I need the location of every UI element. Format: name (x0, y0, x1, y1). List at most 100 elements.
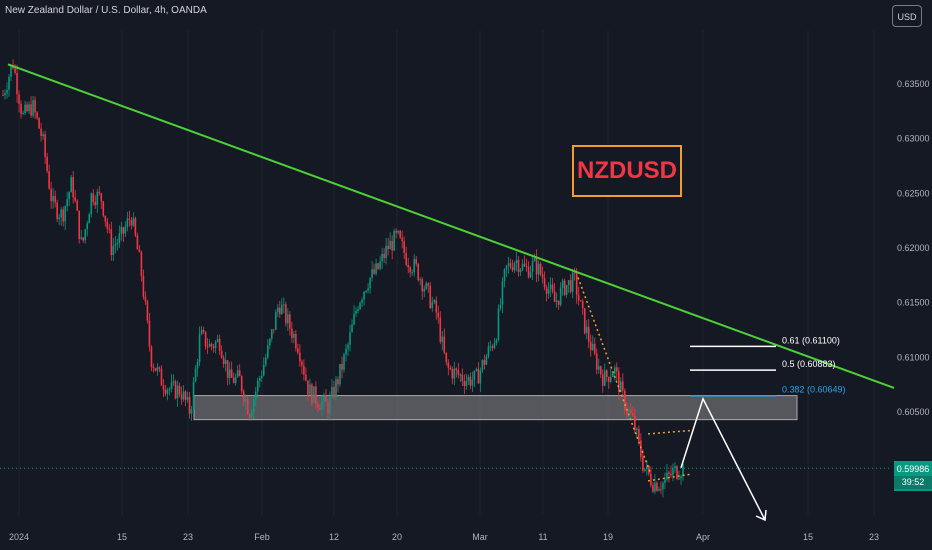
candle-body (242, 391, 245, 402)
candle-body (549, 284, 552, 290)
candle-body (202, 329, 205, 332)
candle-body (443, 336, 446, 353)
candle-body (463, 381, 466, 387)
time-tick-label: Feb (254, 532, 270, 542)
candle-body (605, 370, 608, 377)
candle-body (575, 273, 578, 295)
trendline (7, 63, 895, 389)
candle-body (652, 485, 654, 492)
candle-body (172, 381, 175, 383)
candle-body (545, 287, 548, 294)
candle-body (204, 331, 207, 347)
candle-body (315, 386, 317, 404)
candle-body (156, 367, 159, 371)
candle-body (449, 367, 452, 370)
candle-body (4, 93, 6, 96)
candle-body (158, 367, 161, 369)
candle-body (597, 366, 600, 370)
candle-body (48, 170, 50, 189)
candle-body (672, 468, 674, 476)
candle-body (212, 346, 215, 349)
currency-button[interactable]: USD (892, 5, 922, 27)
candle-body (626, 410, 628, 413)
candle-body (128, 218, 131, 221)
candle-body (365, 290, 367, 292)
candle-body (230, 369, 233, 378)
candle-body (164, 389, 167, 394)
candle-body (573, 272, 576, 274)
candle-body (670, 473, 672, 476)
candle-body (100, 193, 103, 202)
candle-body (240, 376, 243, 392)
candle-body (22, 113, 24, 115)
candle-body (262, 364, 265, 376)
candle-body (258, 378, 261, 381)
candle-body (38, 117, 40, 129)
candle-body (553, 291, 556, 302)
candle-body (32, 100, 34, 116)
fib-label: 0.61 (0.61100) (782, 335, 840, 345)
candle-body (347, 344, 349, 349)
candle-body (646, 465, 648, 470)
candle-body (437, 312, 440, 318)
candle-body (517, 259, 520, 273)
projection-arrowhead (755, 509, 767, 522)
candle-body (266, 345, 269, 358)
candle-body (507, 263, 510, 266)
candle-body (642, 457, 644, 471)
candle-body (371, 269, 373, 278)
candle-body (648, 465, 650, 474)
candle-body (533, 257, 536, 262)
candle-body (18, 94, 20, 104)
candle-body (62, 209, 64, 222)
candle-body (571, 272, 574, 292)
candle-body (216, 338, 219, 342)
candle-body (477, 369, 480, 384)
time-tick-label: Mar (472, 532, 488, 542)
candle-body (134, 218, 137, 236)
candle-body (603, 370, 606, 386)
candle-body (539, 263, 542, 275)
candle-body (601, 374, 604, 386)
candle-body (489, 346, 492, 348)
candle-body (473, 370, 476, 380)
candle-body (176, 385, 179, 399)
candle-body (543, 278, 546, 288)
candle-body (453, 368, 456, 379)
candle-body (565, 285, 568, 295)
candle-body (254, 391, 257, 400)
candle-body (359, 302, 361, 309)
candle-body (281, 305, 283, 315)
candle-body (509, 263, 512, 268)
candle-body (152, 366, 155, 369)
time-axis[interactable]: 2024 15 23 Feb 12 20 Mar 11 19 Apr 15 23 (9, 532, 879, 542)
candle-body (391, 240, 393, 251)
candle-body (248, 414, 251, 418)
time-tick-label: Apr (696, 532, 710, 542)
candle-body (232, 377, 235, 383)
candle-body (42, 134, 44, 137)
candle-body (493, 343, 496, 349)
candle-body (634, 415, 636, 431)
candle-body (599, 366, 602, 375)
candle-body (628, 409, 630, 413)
candle-body (551, 284, 554, 292)
price-axis[interactable]: 0.63500 0.63000 0.62500 0.62000 0.61500 0.610… (897, 79, 930, 417)
candle-body (92, 193, 95, 202)
candle-body (68, 192, 70, 200)
candle-body (501, 281, 504, 305)
descending-dotted-line (577, 277, 651, 473)
candle-body (349, 332, 351, 345)
candle-body (108, 228, 111, 230)
candle-body (327, 402, 329, 414)
candle-body (309, 384, 311, 395)
candle-body (447, 362, 450, 368)
candle-body (301, 361, 303, 366)
candle-body (351, 324, 353, 333)
candle-body (321, 401, 323, 410)
candle-body (557, 300, 560, 305)
candle-body (535, 257, 538, 275)
candle-body (14, 68, 16, 74)
candle-body (210, 343, 213, 347)
